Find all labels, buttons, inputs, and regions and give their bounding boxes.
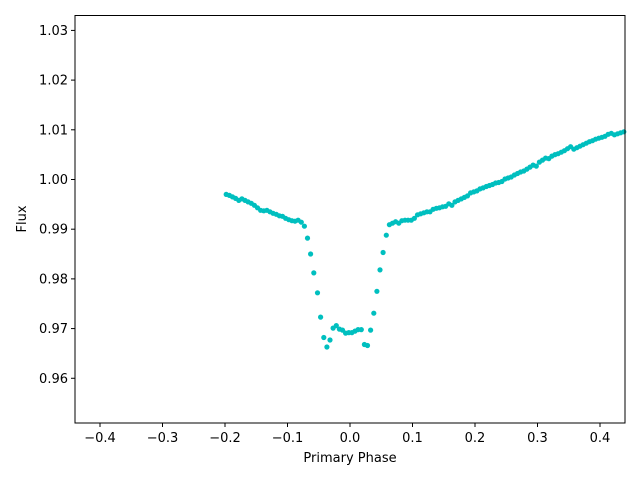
x-tick-label: −0.1 <box>272 431 304 446</box>
data-point <box>298 219 304 225</box>
y-tick-label: 0.96 <box>39 372 68 387</box>
y-axis-label: Flux <box>15 205 30 232</box>
data-points <box>223 129 627 350</box>
y-tick-label: 1.03 <box>39 24 68 39</box>
data-point <box>380 249 386 256</box>
data-point <box>327 337 333 343</box>
x-tick-label: −0.3 <box>147 431 179 446</box>
y-tick-label: 1.01 <box>39 123 68 138</box>
data-point <box>374 288 380 294</box>
y-tick-label: 0.97 <box>39 322 68 337</box>
x-tick-label: −0.4 <box>84 431 116 446</box>
data-point <box>411 215 417 221</box>
data-point <box>318 314 324 320</box>
data-point <box>314 290 321 296</box>
y-axis-ticks: 0.96 0.97 0.98 0.99 1.00 1.01 1.02 1.03 <box>39 24 75 387</box>
data-point <box>304 235 311 241</box>
data-point <box>364 342 371 349</box>
y-tick-label: 0.98 <box>39 272 68 287</box>
x-tick-label: −0.2 <box>209 431 241 446</box>
data-point <box>377 267 383 273</box>
y-tick-label: 1.00 <box>39 173 68 188</box>
data-point <box>533 163 539 169</box>
data-point <box>324 344 330 350</box>
y-tick-label: 1.02 <box>39 74 68 89</box>
x-tick-label: 0.2 <box>465 431 486 446</box>
data-point <box>368 327 374 333</box>
data-point <box>333 323 339 329</box>
x-tick-label: 0.1 <box>402 431 423 446</box>
data-point <box>371 310 377 316</box>
data-point <box>358 327 364 333</box>
x-axis-ticks: −0.4 −0.3 −0.2 −0.1 0.0 0.1 0.2 0.3 0.4 <box>84 423 610 446</box>
x-tick-label: 0.3 <box>527 431 548 446</box>
x-tick-label: 0.4 <box>590 431 611 446</box>
y-tick-label: 0.99 <box>39 223 68 238</box>
data-point <box>321 334 327 341</box>
data-point <box>383 232 389 238</box>
data-point <box>449 202 455 208</box>
data-point <box>621 129 627 135</box>
data-point <box>301 223 307 229</box>
data-point <box>311 270 317 276</box>
x-axis-label: Primary Phase <box>303 451 396 466</box>
data-point <box>308 251 314 257</box>
x-tick-label: 0.0 <box>340 431 361 446</box>
